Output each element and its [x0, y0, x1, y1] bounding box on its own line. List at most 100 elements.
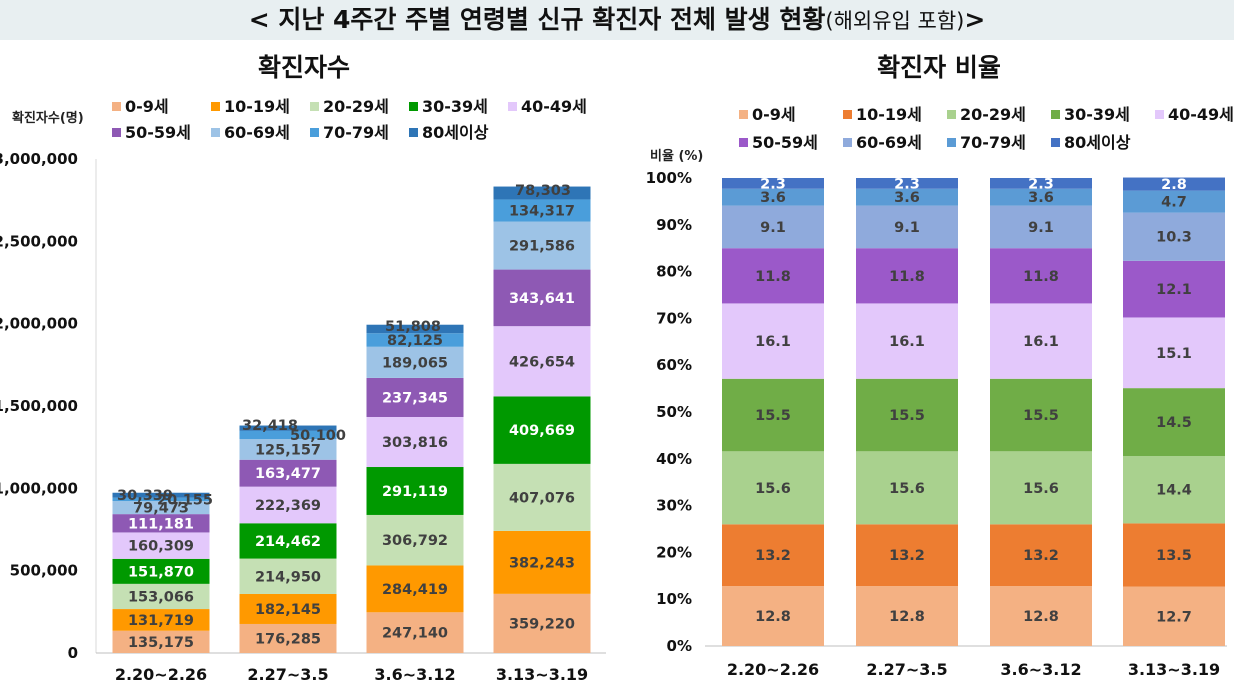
c1-bar-segment-60-69 — [856, 205, 958, 249]
c0-y-tick-label: 1,500,000 — [0, 397, 78, 415]
c1-bar-segment-20-29 — [722, 451, 824, 525]
c1-data-label: 12.8 — [889, 609, 925, 625]
c1-legend-label-0-9: 0-9세 — [752, 105, 796, 124]
c1-data-label: 14.4 — [1156, 483, 1192, 499]
c0-data-label: 51,808 — [385, 319, 441, 335]
c1-data-label: 12.1 — [1156, 282, 1192, 298]
c1-data-label: 13.5 — [1156, 548, 1192, 564]
c0-bar-segment-60-69 — [366, 346, 464, 378]
c0-y-axis-label: 확진자수(명) — [12, 110, 84, 126]
c1-y-tick-label: 80% — [656, 263, 692, 281]
c1-bar-segment-30-39 — [1123, 388, 1225, 456]
c0-bar-segment-20-29 — [112, 583, 210, 610]
c0-bar-segment-0-9 — [239, 623, 337, 653]
c0-bar-segment-40-49 — [366, 416, 464, 468]
c1-legend-swatch-70-79 — [947, 138, 956, 147]
c1-bar-segment-80-plus — [1123, 177, 1225, 191]
c1-data-label: 3.6 — [760, 190, 786, 206]
c0-data-label: 303,816 — [382, 435, 448, 451]
c1-bar-segment-80-plus — [856, 178, 958, 189]
c0-bar-segment-0-9 — [112, 630, 210, 653]
c0-data-label: 409,669 — [509, 423, 575, 439]
c0-data-label: 306,792 — [382, 533, 448, 549]
c0-bar-segment-50-59 — [112, 514, 210, 533]
c1-chart-title: 확진자 비율 — [877, 53, 1001, 82]
c0-data-label: 153,066 — [128, 589, 194, 605]
c0-bar-segment-10-19 — [493, 530, 591, 594]
c0-data-label: 50,100 — [290, 428, 346, 444]
c0-data-label: 343,641 — [509, 291, 575, 307]
c0-data-label: 134,317 — [509, 203, 575, 219]
c1-data-label: 2.3 — [760, 176, 786, 192]
c1-data-label: 9.1 — [894, 220, 920, 236]
c0-bar-segment-80-plus — [239, 425, 337, 431]
c0-bar-segment-40-49 — [493, 326, 591, 397]
c0-data-label: 222,369 — [255, 498, 321, 514]
c1-data-label: 11.8 — [1023, 269, 1059, 285]
c1-y-tick-label: 100% — [646, 169, 692, 187]
c0-data-label: 32,418 — [242, 418, 298, 434]
c1-data-label: 15.6 — [755, 481, 791, 497]
c0-bar-segment-50-59 — [239, 459, 337, 487]
c1-data-label: 13.2 — [889, 548, 925, 564]
c1-data-label: 15.5 — [1023, 408, 1059, 424]
c1-data-label: 12.8 — [1023, 609, 1059, 625]
c0-bar-segment-50-59 — [366, 377, 464, 417]
c1-legend-label-20-29: 20-29세 — [960, 105, 1026, 124]
c0-legend-label-10-19: 10-19세 — [224, 97, 290, 116]
c0-legend-label-50-59: 50-59세 — [125, 123, 191, 142]
c0-data-label: 359,220 — [509, 616, 575, 632]
c1-y-tick-label: 90% — [656, 216, 692, 234]
c1-bar-segment-20-29 — [856, 451, 958, 525]
c1-bar-segment-50-59 — [856, 248, 958, 304]
c0-bar-segment-30-39 — [366, 467, 464, 515]
c0-y-tick-label: 3,000,000 — [0, 150, 78, 168]
c0-data-label: 237,345 — [382, 390, 448, 406]
c1-x-tick-label: 3.13~3.19 — [1128, 660, 1220, 679]
c1-legend-label-70-79: 70-79세 — [960, 133, 1026, 152]
c0-legend-label-60-69: 60-69세 — [224, 123, 290, 142]
c1-bar-segment-60-69 — [1123, 212, 1225, 261]
c1-bar-segment-0-9 — [722, 586, 824, 646]
c1-legend-swatch-60-69 — [843, 138, 852, 147]
c1-bar-segment-70-79 — [1123, 190, 1225, 213]
c0-legend-label-40-49: 40-49세 — [521, 97, 587, 116]
c0-x-tick-label: 3.6~3.12 — [374, 665, 455, 683]
c1-data-label: 2.3 — [1028, 176, 1054, 192]
c0-y-tick-label: 1,000,000 — [0, 479, 78, 497]
c0-data-label: 214,950 — [255, 569, 321, 585]
c1-data-label: 15.6 — [1023, 481, 1059, 497]
c0-legend-swatch-50-59 — [112, 128, 121, 137]
page-title-suffix: (해외유입 포함) — [825, 9, 965, 33]
c1-legend-label-80-plus: 80세이상 — [1064, 133, 1131, 152]
c0-bar-segment-80-plus — [493, 186, 591, 200]
c0-bar-segment-30-39 — [239, 523, 337, 559]
c0-bar-segment-20-29 — [493, 463, 591, 531]
c1-data-label: 15.6 — [889, 481, 925, 497]
c0-x-tick-label: 2.27~3.5 — [247, 665, 328, 683]
c0-legend-swatch-70-79 — [310, 128, 319, 137]
c0-data-label: 426,654 — [509, 354, 575, 370]
c1-data-label: 11.8 — [755, 269, 791, 285]
c0-bar-segment-70-79 — [366, 333, 464, 347]
c1-data-label: 15.5 — [889, 408, 925, 424]
c1-data-label: 12.8 — [755, 609, 791, 625]
c0-data-label: 214,462 — [255, 534, 321, 550]
c1-bar-segment-40-49 — [1123, 317, 1225, 389]
c0-data-label: 189,065 — [382, 355, 448, 371]
c0-legend-label-20-29: 20-29세 — [323, 97, 389, 116]
c0-bar-segment-60-69 — [493, 221, 591, 270]
c0-legend-swatch-20-29 — [310, 102, 319, 111]
c1-data-label: 16.1 — [889, 334, 925, 350]
c0-bar-segment-60-69 — [239, 439, 337, 460]
c0-data-label: 78,303 — [515, 183, 571, 199]
c1-legend-label-10-19: 10-19세 — [856, 105, 922, 124]
c0-y-tick-label: 0 — [68, 644, 78, 662]
c1-y-tick-label: 10% — [656, 590, 692, 608]
c1-y-tick-label: 50% — [656, 403, 692, 421]
c1-data-label: 13.2 — [755, 548, 791, 564]
c1-x-tick-label: 2.20~2.26 — [727, 660, 819, 679]
c0-data-label: 182,145 — [255, 602, 321, 618]
